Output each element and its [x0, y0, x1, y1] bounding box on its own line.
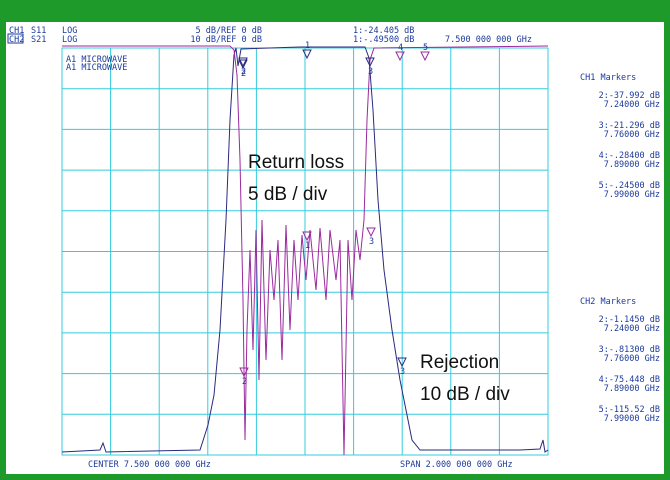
marker-value: 5:-115.52 dB: [599, 405, 660, 415]
grid-border: [61, 47, 549, 456]
label: A1 MICROWAVE: [66, 63, 127, 73]
ch1-marker: 1:-24.405 dB: [353, 26, 414, 36]
marker-triangle: [302, 49, 312, 60]
marker-number: 5: [423, 43, 428, 53]
frequency: 7.500 000 000 GHz: [445, 35, 532, 45]
s11-trace: [62, 45, 549, 456]
marker-triangle: [395, 51, 405, 62]
marker-triangle: [238, 59, 248, 70]
marker-triangle: [397, 357, 407, 368]
marker-freq: 7.99000 GHz: [604, 190, 660, 200]
ch1-format: LOG: [62, 26, 77, 36]
ch1-scale: 5 dB/REF 0 dB: [195, 26, 262, 36]
marker-freq: 7.76000 GHz: [604, 354, 660, 364]
marker-freq: 7.24000 GHz: [604, 100, 660, 110]
ch2-markers-title: CH2 Markers: [580, 297, 636, 307]
marker-value: 2:-1.1450 dB: [599, 315, 660, 325]
annotation: 10 dB / div: [420, 384, 510, 405]
center: CENTER 7.500 000 000 GHz: [88, 460, 211, 470]
marker-triangle: [239, 367, 249, 378]
marker-value: 4:-75.448 dB: [599, 375, 660, 385]
marker-number: 1: [305, 41, 310, 51]
label: A1 MICROWAVE: [66, 55, 127, 65]
marker-value: 3:-.81300 dB: [599, 345, 660, 355]
marker-triangle: [365, 57, 375, 68]
marker-triangle: [302, 231, 312, 242]
display: [6, 22, 664, 474]
annotation: 5 dB / div: [248, 184, 328, 205]
marker-triangle: [420, 51, 430, 62]
marker-number: 3: [368, 67, 373, 77]
marker-number: 2: [241, 67, 246, 77]
annotation: Return loss: [248, 152, 344, 173]
marker-number: 3: [400, 367, 405, 377]
marker-number: 2: [242, 377, 247, 387]
marker-value: 3:-21.296 dB: [599, 121, 660, 131]
ch2-format: LOG: [62, 35, 77, 45]
marker-freq: 7.24000 GHz: [604, 324, 660, 334]
marker-value: 5:-.24500 dB: [599, 181, 660, 191]
ch2-param: S21: [31, 35, 46, 45]
marker-number: 3: [369, 237, 374, 247]
grid: [62, 48, 548, 455]
marker-triangle: [366, 227, 376, 238]
marker-number: 4: [398, 43, 403, 53]
s21-trace: [61, 46, 549, 453]
marker-triangle: [238, 57, 248, 68]
ch2-scale: 10 dB/REF 0 dB: [190, 35, 262, 45]
marker-freq: 7.89000 GHz: [604, 384, 660, 394]
ch2-channel: CH2: [9, 35, 24, 45]
marker-freq: 7.99000 GHz: [604, 414, 660, 424]
ch1-markers-title: CH1 Markers: [580, 73, 636, 83]
marker-value: 2:-37.992 dB: [599, 91, 660, 101]
span: SPAN 2.000 000 000 GHz: [400, 460, 513, 470]
marker-freq: 7.76000 GHz: [604, 130, 660, 140]
ch1-channel: CH1: [9, 26, 24, 36]
ch1-param: S11: [31, 26, 46, 36]
marker-freq: 7.89000 GHz: [604, 160, 660, 170]
marker-number: 2: [241, 69, 246, 79]
ch2-box: [7, 33, 24, 44]
ch2-marker: 1:-.49500 dB: [353, 35, 414, 45]
marker-number: 1: [305, 241, 310, 251]
annotation: Rejection: [420, 352, 499, 373]
marker-value: 4:-.28400 dB: [599, 151, 660, 161]
